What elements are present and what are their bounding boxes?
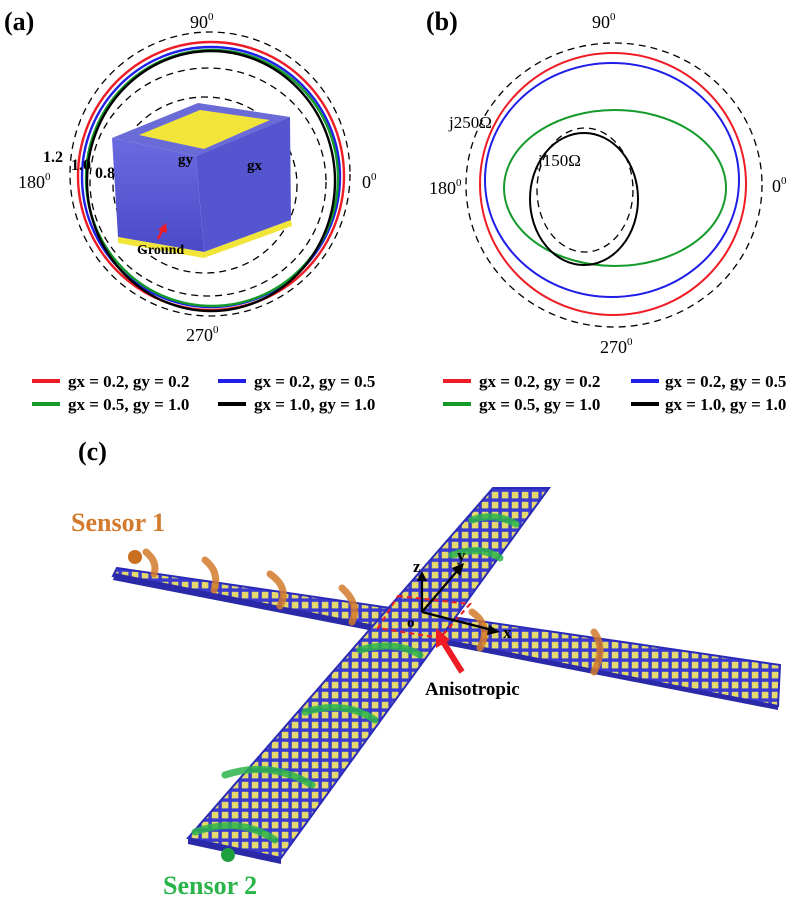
- wavefront-green: [448, 547, 504, 562]
- dashed-ring-0-8: [112, 96, 298, 274]
- axis-x-arrowhead: [487, 625, 500, 635]
- curve-b-red: [479, 52, 747, 316]
- panel-a-label: (a): [4, 7, 34, 36]
- sensor2-wavefronts: [191, 513, 520, 844]
- wavefront-green: [191, 822, 279, 844]
- cube-front-right: [196, 117, 291, 252]
- wavefront-orange: [142, 548, 159, 578]
- cube-front-left: [112, 138, 204, 252]
- legend-a-label-1: gx = 0.2, gy = 0.2: [68, 372, 189, 391]
- dashed-ring-outer: [69, 31, 351, 317]
- curve-a-black: [85, 49, 337, 313]
- wavefront-green: [356, 642, 424, 659]
- legend-a-label-3: gx = 0.5, gy = 1.0: [68, 395, 189, 414]
- wavefront-orange: [266, 570, 287, 610]
- angle-b-0: 00: [772, 175, 787, 196]
- curve-b-green: [503, 109, 727, 267]
- legend-a: gx = 0.2, gy = 0.2 gx = 0.2, gy = 0.5 gx…: [32, 372, 375, 414]
- wavefront-green: [221, 765, 316, 789]
- ring-label-1-0: 1.0: [71, 157, 91, 174]
- inset-ground-label: Ground: [137, 243, 184, 258]
- beam-vertical: [186, 487, 551, 860]
- wavefront-orange: [201, 556, 220, 594]
- ring-label-0-8: 0.8: [95, 165, 115, 182]
- dashed-ring-b-outer: [465, 42, 763, 328]
- wavefront-green: [468, 513, 520, 528]
- anisotropic-label: Anisotropic: [425, 679, 520, 700]
- axis-y-label: y: [457, 546, 466, 565]
- sensor1-wavefronts: [142, 548, 604, 676]
- legend-a-label-4: gx = 1.0, gy = 1.0: [254, 395, 375, 414]
- dashed-ring-1-0: [89, 67, 327, 297]
- annotation-j250: j250Ω: [448, 113, 492, 132]
- cube-ground-plane: [118, 220, 292, 258]
- panel-c-label: (c): [78, 437, 107, 466]
- anisotropic-arrow-shaft: [439, 638, 465, 674]
- axis-origin-label: o: [407, 615, 415, 631]
- anisotropic-arrow-head: [436, 628, 450, 648]
- inset-gx-label: gx: [247, 158, 263, 174]
- panel-b: (b) 900 1800 00 2700 j250Ω j150Ω: [426, 7, 787, 357]
- angle-a-90: 900: [190, 11, 214, 32]
- cube-top-patch: [139, 110, 270, 149]
- legend-b-label-3: gx = 0.5, gy = 1.0: [479, 395, 600, 414]
- axis-x: [421, 610, 493, 632]
- wavefront-orange: [338, 584, 358, 626]
- angle-b-270: 2700: [600, 336, 633, 357]
- angle-a-0: 00: [362, 171, 377, 192]
- angle-b-180: 1800: [429, 177, 462, 198]
- legend-b-label-4: gx = 1.0, gy = 1.0: [665, 395, 786, 414]
- dashed-ring-b-inner: [536, 127, 634, 253]
- sensor1-label: Sensor 1: [71, 508, 165, 537]
- angle-a-180: 1800: [18, 171, 51, 192]
- panel-b-label: (b): [426, 7, 458, 36]
- axis-y: [421, 569, 459, 613]
- curve-b-blue: [484, 62, 740, 298]
- panel-c: (c): [71, 437, 782, 900]
- beam-vertical-edge: [188, 838, 281, 864]
- ring-label-1-2: 1.2: [43, 149, 63, 166]
- sensor1-marker: [128, 550, 142, 564]
- legend-b-label-1: gx = 0.2, gy = 0.2: [479, 372, 600, 391]
- axis-y-arrowhead: [452, 563, 464, 576]
- legend-b-label-2: gx = 0.2, gy = 0.5: [665, 372, 786, 391]
- axis-triad: [417, 563, 500, 635]
- axis-x-label: x: [503, 623, 512, 642]
- wavefront-orange: [590, 628, 604, 676]
- angle-a-270: 2700: [186, 324, 219, 345]
- legend-b: gx = 0.2, gy = 0.2 gx = 0.2, gy = 0.5 gx…: [443, 372, 786, 414]
- wavefront-green: [301, 704, 379, 724]
- inset-gy-label: gy: [178, 152, 194, 168]
- inset-cube: gy gx Ground: [112, 103, 292, 258]
- angle-b-90: 900: [592, 11, 616, 32]
- axis-z-label: z: [413, 557, 421, 576]
- sensor2-label: Sensor 2: [163, 871, 257, 900]
- curve-b-black: [529, 132, 639, 266]
- sensor2-marker: [221, 848, 235, 862]
- axis-z-arrowhead: [417, 571, 427, 581]
- annotation-j150: j150Ω: [537, 151, 581, 170]
- panel-a: (a) 900 1800 00 2700 1.2 1.0 0.8 gy gx: [4, 7, 377, 345]
- legend-a-label-2: gx = 0.2, gy = 0.5: [254, 372, 375, 391]
- ground-arrow-head: [158, 223, 167, 233]
